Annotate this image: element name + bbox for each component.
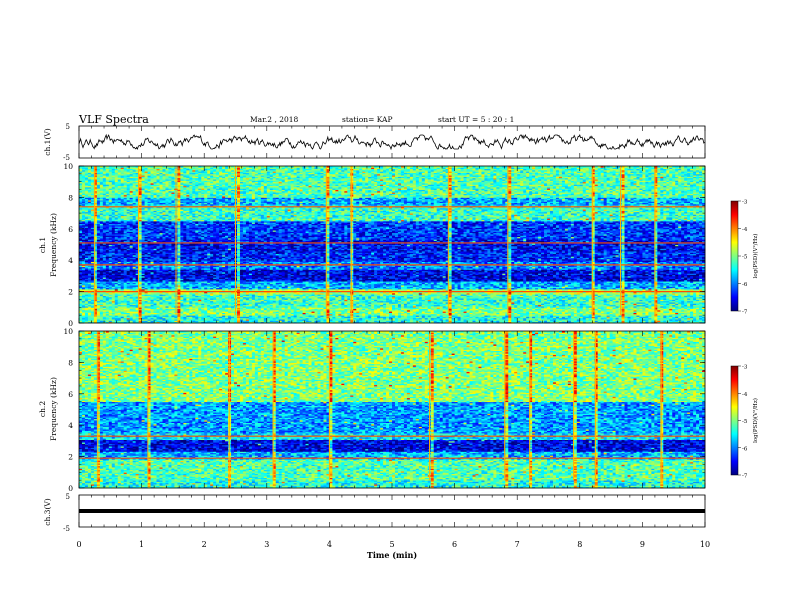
date-label: Mar.2 , 2018	[250, 115, 299, 124]
figure-title: VLF Spectra	[78, 113, 149, 126]
ch1-waveform-ylabel: ch.1(V)	[43, 128, 52, 156]
ch1-waveform-line	[79, 135, 705, 149]
vlf-spectra-figure: VLF Spectra Mar.2 , 2018 station= KAP st…	[0, 0, 792, 612]
ch1-spectrogram-image	[79, 166, 705, 323]
start-ut-label: start UT = 5 : 20 : 1	[438, 115, 514, 124]
ch1-ytick-top: 5	[66, 123, 70, 131]
ch1-spec-ylabel-freq: Frequency (kHz)	[49, 213, 58, 277]
station-label: station= KAP	[342, 115, 393, 124]
ch1-ytick-bottom: -5	[63, 154, 70, 162]
ch1-waveform-panel: ch.1(V) 5 -5	[43, 123, 705, 162]
ch1-spec-ylabel-channel: ch.1	[38, 237, 47, 253]
